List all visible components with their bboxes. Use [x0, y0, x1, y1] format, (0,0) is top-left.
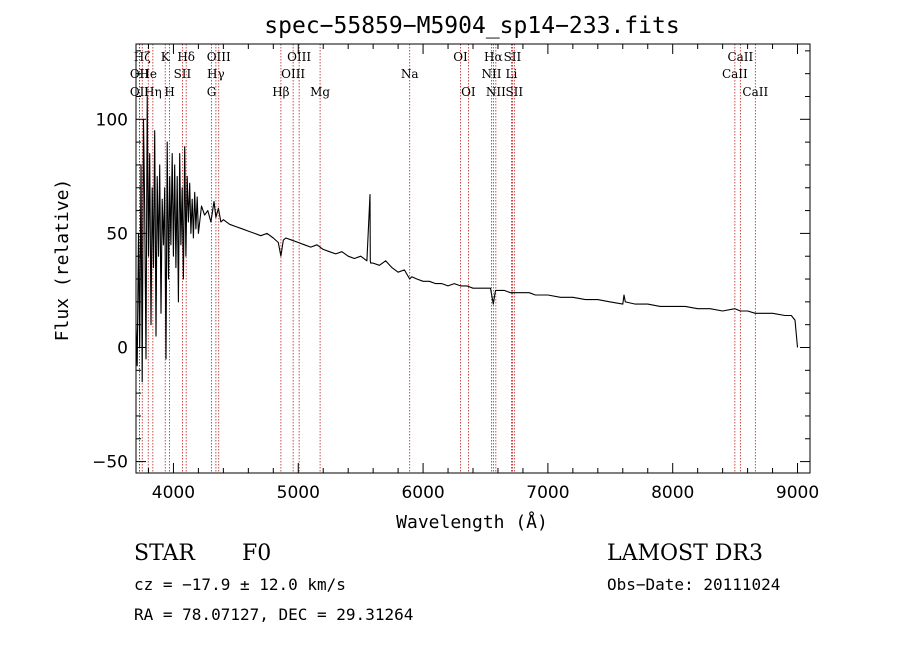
obs-date: Obs−Date: 20111024	[607, 575, 780, 594]
x-tick-label: 8000	[651, 483, 694, 503]
chart-title: spec−55859−M5904_sp14−233.fits	[264, 13, 679, 39]
line-label: SII	[505, 85, 523, 99]
redshift-text: cz = −17.9 ± 12.0 km/s	[134, 575, 346, 594]
line-label: H	[164, 85, 174, 99]
line-label: Hδ	[177, 50, 195, 64]
ra-dec: RA = 78.07127, DEC = 29.31264	[134, 605, 413, 624]
x-tick-label: 4000	[152, 483, 195, 503]
survey-name: LAMOST DR3	[607, 541, 763, 566]
line-label: CaII	[742, 85, 768, 99]
spectral-line-markers	[139, 44, 756, 473]
x-tick-label: 7000	[526, 483, 569, 503]
object-subclass: F0	[242, 541, 271, 566]
axis-ticks: 4000 5000 6000 7000 8000 9000 −50 0 50 100	[92, 44, 819, 503]
x-tick-label: 6000	[401, 483, 444, 503]
line-label: OI	[461, 85, 476, 99]
y-tick-label: 50	[106, 224, 128, 244]
line-label: CaII	[727, 50, 753, 64]
line-label: OII	[130, 85, 150, 99]
line-label: SII	[504, 50, 522, 64]
y-axis-label: Flux (relative)	[52, 179, 73, 342]
line-label: OIII	[287, 50, 311, 64]
object-class: STAR	[134, 541, 196, 566]
line-label: G	[207, 85, 217, 99]
line-label: OIII	[207, 50, 231, 64]
spectrum-line	[135, 95, 799, 383]
x-axis-label: Wavelength (Å)	[396, 511, 548, 533]
x-tick-label: 5000	[277, 483, 320, 503]
line-label: SII	[174, 67, 192, 81]
plot-frame	[135, 43, 811, 474]
line-label: OI	[453, 50, 468, 64]
line-label: Hη	[144, 85, 162, 99]
line-label: Na	[401, 67, 419, 81]
line-label: Mg	[310, 85, 330, 99]
y-tick-label: −50	[92, 453, 128, 473]
line-label: He	[139, 67, 157, 81]
line-label: Li	[506, 67, 518, 81]
line-label: K	[161, 50, 171, 64]
line-label: OIII	[281, 67, 305, 81]
y-tick-label: 100	[96, 110, 128, 130]
line-label: Hζ	[134, 50, 151, 64]
x-tick-label: 9000	[776, 483, 819, 503]
y-tick-label: 0	[117, 338, 128, 358]
line-label: CaII	[722, 67, 748, 81]
line-label: NII	[481, 67, 501, 81]
line-label: NII	[486, 85, 506, 99]
line-label: Hβ	[272, 85, 289, 99]
line-label: Hα	[484, 50, 503, 64]
line-label: Hγ	[207, 67, 225, 81]
